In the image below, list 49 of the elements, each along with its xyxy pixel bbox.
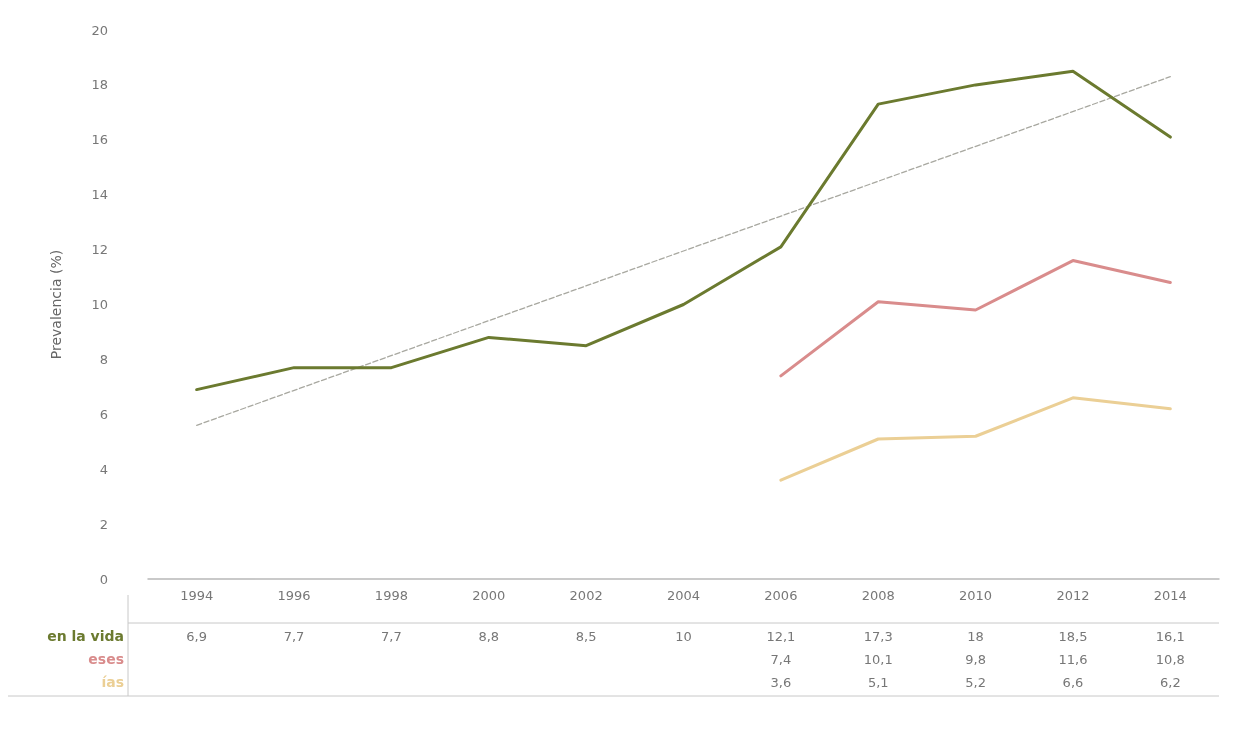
y-tick-label: 2: [99, 516, 108, 532]
data-label: 10,1: [863, 651, 893, 667]
x-tick-label: 2008: [861, 588, 895, 603]
text: en la vida: [47, 628, 124, 644]
x-tick-label: 2002: [569, 588, 603, 603]
data-label: 6,6: [1062, 674, 1084, 690]
data-label: 16,1: [1155, 628, 1185, 644]
x-tick-label: 1998: [374, 588, 408, 603]
data-label: 8,8: [478, 628, 500, 644]
x-tick-label: 2010: [959, 588, 993, 603]
data-label: 10,8: [1155, 651, 1185, 667]
y-tick-label: 10: [91, 297, 108, 312]
text: ías: [101, 674, 124, 690]
data-label: 8,5: [575, 628, 597, 644]
x-tick-label: 2012: [1056, 588, 1090, 603]
data-label: 6,2: [1159, 674, 1181, 690]
data-label: 11,6: [1058, 651, 1088, 667]
data-label: 9,8: [965, 651, 986, 667]
data-label: 7,7: [381, 628, 402, 644]
x-tick-label: 2000: [472, 588, 506, 603]
y-tick-label: 0: [99, 571, 108, 587]
data-label: 5,1: [867, 674, 889, 690]
x-tick-label: 1996: [277, 588, 311, 603]
data-label: 10: [675, 628, 692, 644]
line-series: [779, 396, 1172, 482]
y-tick-label: 8: [99, 351, 108, 367]
data-label: 6,9: [186, 628, 208, 644]
data-label: 3,6: [770, 674, 792, 690]
x-tick-label: 2006: [764, 588, 798, 603]
y-tick-label: 4: [99, 461, 108, 477]
x-tick-label: 1994: [180, 588, 214, 603]
y-tick-label: 6: [99, 406, 108, 422]
x-tick-label: 2004: [666, 588, 701, 603]
y-axis-title: Prevalencia (%): [48, 249, 64, 360]
data-label: 17,3: [863, 628, 893, 644]
y-tick-label: 18: [91, 77, 108, 93]
data-label: 12,1: [766, 628, 796, 644]
y-tick-label: 16: [91, 132, 108, 148]
data-label: 18,5: [1058, 628, 1088, 644]
x-tick-label: 2014: [1153, 588, 1187, 603]
data-label: 18: [967, 628, 984, 644]
y-tick-label: 12: [91, 242, 108, 258]
data-label: 5,2: [965, 674, 986, 690]
data-label: 7,7: [283, 628, 305, 644]
y-tick-label: 20: [91, 22, 108, 38]
data-label: 7,4: [770, 651, 792, 667]
line-series: [779, 259, 1172, 378]
y-tick-label: 14: [91, 187, 108, 203]
text: eses: [88, 651, 124, 667]
